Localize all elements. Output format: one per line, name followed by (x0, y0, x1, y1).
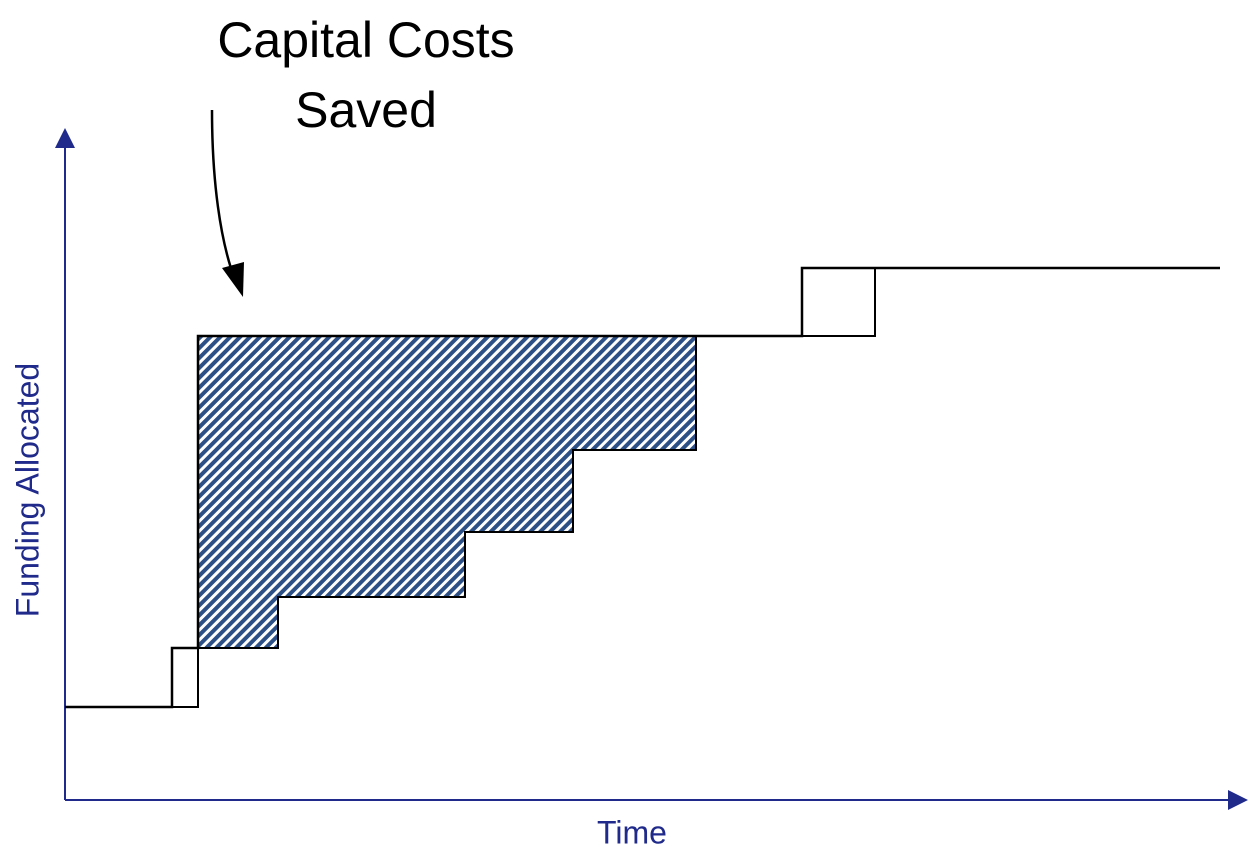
y-axis-label: Funding Allocated (9, 363, 45, 617)
callout-arrow (210, 109, 237, 281)
step-line-incremental (172, 268, 876, 708)
annotation-line: Capital Costs (217, 12, 514, 68)
annotation-line: Saved (295, 82, 437, 138)
step-line-upfront (65, 266, 1220, 709)
hatched-area (198, 336, 696, 648)
callout-arrowhead (222, 262, 244, 297)
x-axis-label: Time (597, 814, 667, 850)
